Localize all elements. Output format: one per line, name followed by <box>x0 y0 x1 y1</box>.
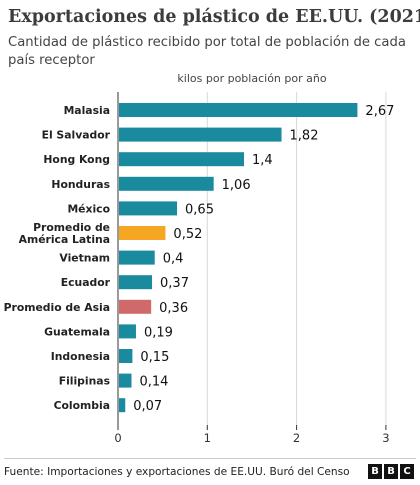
value-label-10: 0,15 <box>140 350 169 365</box>
category-label-7: Ecuador <box>61 276 111 289</box>
bar-6 <box>119 250 155 265</box>
bar-12 <box>119 398 126 413</box>
category-label-1: El Salvador <box>42 129 111 142</box>
unit-label: kilos por población por año <box>177 72 326 85</box>
bar-9 <box>119 324 136 339</box>
x-tick-label-3: 3 <box>382 431 389 445</box>
bar-4 <box>119 201 178 216</box>
chart-title: Exportaciones de plástico de EE.UU. (202… <box>8 7 420 27</box>
category-label-4: México <box>67 202 110 215</box>
category-label-6: Vietnam <box>59 252 110 265</box>
category-label-12: Colombia <box>54 399 110 412</box>
value-label-2: 1,4 <box>252 153 273 168</box>
bar-3 <box>119 176 214 191</box>
value-label-0: 2,67 <box>365 104 394 119</box>
bar-1 <box>119 127 282 142</box>
category-label-10: Indonesia <box>51 350 110 363</box>
value-label-1: 1,82 <box>290 129 319 144</box>
category-label-11: Filipinas <box>59 375 110 388</box>
category-label-8: Promedio de Asia <box>4 301 110 314</box>
category-label-2: Hong Kong <box>43 153 110 166</box>
chart-subtitle: Cantidad de plástico recibido por total … <box>8 35 406 68</box>
value-label-5: 0,52 <box>173 227 202 242</box>
value-label-9: 0,19 <box>144 325 173 340</box>
category-label-5: Promedio de América Latina <box>19 221 110 246</box>
bbc-logo: B B C <box>368 464 414 479</box>
bar-10 <box>119 349 133 363</box>
category-label-9: Guatemala <box>44 325 110 338</box>
bar-5 <box>119 226 166 240</box>
bar-0 <box>119 103 358 117</box>
logo-letter-b2: B <box>384 464 398 479</box>
category-label-0: Malasia <box>64 104 110 117</box>
value-label-12: 0,07 <box>133 399 162 414</box>
value-label-11: 0,14 <box>140 375 169 390</box>
x-tick-label-0: 0 <box>114 431 121 445</box>
logo-letter-b1: B <box>368 464 382 479</box>
bar-chart: kilos por población por año 0 1 2 3 Malasia 2,… <box>4 72 395 445</box>
value-label-8: 0,36 <box>159 301 188 316</box>
footer-divider <box>4 458 416 459</box>
value-label-7: 0,37 <box>160 276 189 291</box>
source-note: Fuente: Importaciones y exportaciones de… <box>4 466 350 478</box>
bar-8 <box>119 299 152 314</box>
value-label-6: 0,4 <box>163 252 184 267</box>
x-tick-label-1: 1 <box>204 431 211 445</box>
bar-11 <box>119 373 132 388</box>
category-label-3: Honduras <box>51 178 110 191</box>
x-tick-label-2: 2 <box>293 431 300 445</box>
bar-7 <box>119 275 153 290</box>
value-label-4: 0,65 <box>185 202 214 217</box>
logo-letter-c: C <box>400 464 414 479</box>
bar-2 <box>119 152 245 167</box>
value-label-3: 1,06 <box>222 178 251 193</box>
